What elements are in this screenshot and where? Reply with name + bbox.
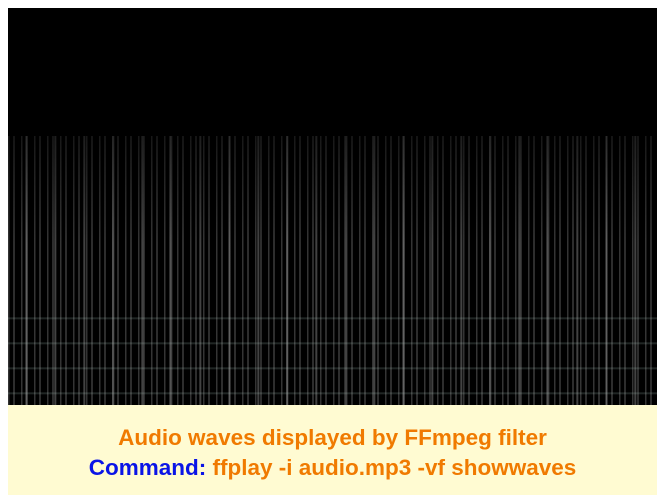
spectrogram-harmonics xyxy=(8,295,657,405)
spectrogram-bands xyxy=(8,136,657,405)
command-label: Command: xyxy=(88,455,207,480)
spectrogram xyxy=(8,8,657,405)
caption: Audio waves displayed by FFmpeg filter C… xyxy=(8,405,657,495)
command-text: ffplay -i audio.mp3 -vf showwaves xyxy=(212,455,577,480)
caption-command-line: Command: ffplay -i audio.mp3 -vf showwav… xyxy=(8,455,657,481)
caption-title: Audio waves displayed by FFmpeg filter xyxy=(118,425,547,450)
